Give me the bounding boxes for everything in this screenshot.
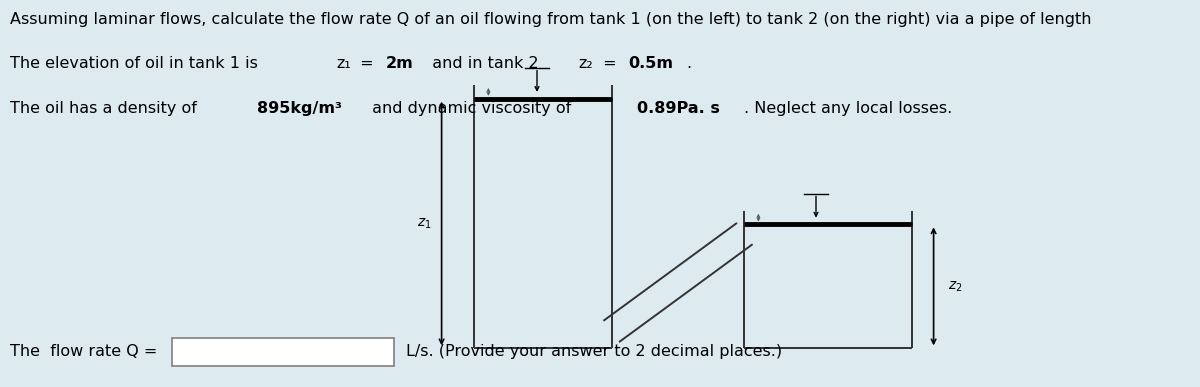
- Text: 0.5m: 0.5m: [628, 56, 673, 71]
- Text: 895kg/m³: 895kg/m³: [257, 101, 342, 116]
- Text: and in tank 2: and in tank 2: [421, 56, 544, 71]
- Text: $z_2$: $z_2$: [948, 279, 962, 294]
- Text: The elevation of oil in tank 1 is: The elevation of oil in tank 1 is: [10, 56, 263, 71]
- Text: $z_1$: $z_1$: [418, 216, 432, 231]
- Text: and dynamic viscosity of: and dynamic viscosity of: [367, 101, 576, 116]
- Text: z₁: z₁: [336, 56, 350, 71]
- Text: 0.89Pa. s: 0.89Pa. s: [637, 101, 720, 116]
- Bar: [172, 338, 394, 366]
- Text: The oil has a density of: The oil has a density of: [10, 101, 202, 116]
- Text: =: =: [355, 56, 379, 71]
- Text: z₂: z₂: [578, 56, 593, 71]
- Text: The  flow rate Q =: The flow rate Q =: [10, 344, 162, 359]
- Text: Assuming laminar flows, calculate the flow rate Q of an oil flowing from tank 1 : Assuming laminar flows, calculate the fl…: [10, 12, 1097, 27]
- Text: .: .: [686, 56, 691, 71]
- Text: 2m: 2m: [385, 56, 414, 71]
- Text: . Neglect any local losses.: . Neglect any local losses.: [744, 101, 953, 116]
- Text: =: =: [598, 56, 622, 71]
- Text: L/s. (Provide your answer to 2 decimal places.): L/s. (Provide your answer to 2 decimal p…: [406, 344, 781, 359]
